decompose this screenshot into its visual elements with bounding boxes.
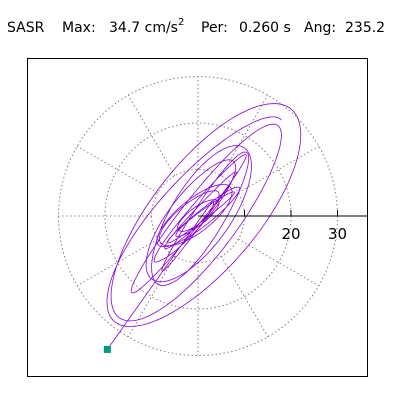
max-unit: cm/s [144,20,178,36]
grid-spoke-120 [127,94,176,176]
period-value: 0.260 s [239,20,291,36]
angle-value: 235.2 [345,20,386,36]
grid-spoke-240 [127,256,176,338]
motion-trace-path [106,103,302,350]
radial-axis: 20 30 [198,210,367,243]
max-amplitude-marker [103,345,111,353]
grid-spoke-30 [238,145,320,194]
grid-spoke-60 [220,94,269,176]
grid-spoke-300 [220,256,269,338]
angle-label: Ang: [304,20,337,36]
station-code: SASR [7,20,45,36]
chart-header: SASR Max: 34.7 cm/s2 Per: 0.260 s Ang: 2… [0,0,400,50]
max-marker-layer [103,345,111,353]
grid-spoke-150 [76,145,158,194]
plot-frame [27,58,368,377]
radial-tick-label-20: 20 [281,225,300,243]
max-reading: 34.7 cm/s2 [109,17,185,37]
motion-trace [106,103,302,350]
max-label: Max: [62,20,96,36]
grid-spoke-330 [238,238,320,287]
radial-tick-label-30: 30 [328,225,347,243]
grid-spoke-210 [76,238,158,287]
max-value: 34.7 [109,20,141,36]
period-label: Per: [201,20,228,36]
max-unit-exponent: 2 [177,17,185,28]
